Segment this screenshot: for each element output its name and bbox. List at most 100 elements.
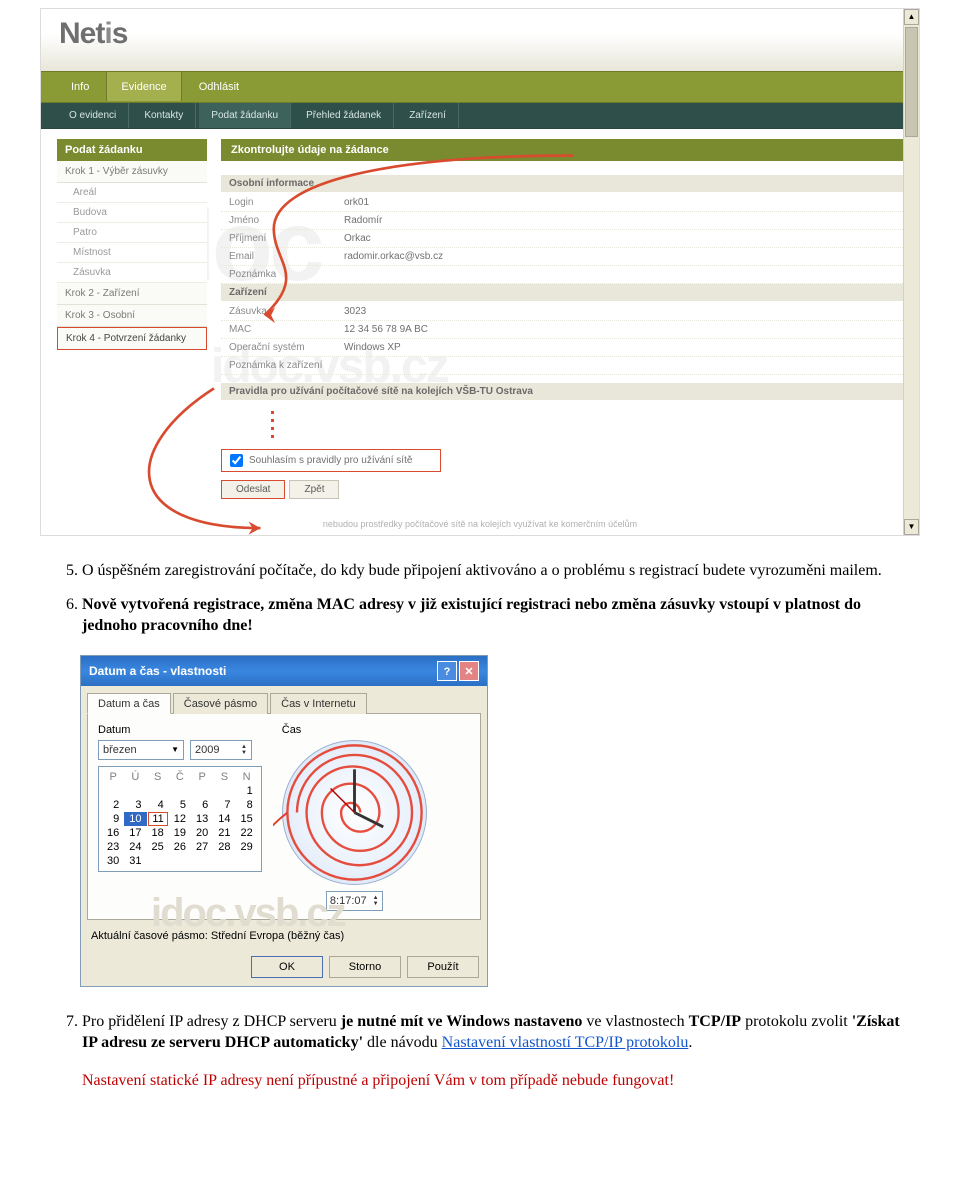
calendar-day[interactable]: 8 — [236, 798, 258, 812]
month-select[interactable]: březen ▼ — [98, 740, 184, 760]
group-time: Čas — [282, 724, 427, 911]
calendar-day[interactable]: 4 — [147, 798, 169, 812]
tab-info[interactable]: Info — [57, 72, 103, 101]
tab-evidence[interactable]: Evidence — [106, 72, 181, 101]
rules-title: Pravidla pro užívání počítačové sítě na … — [221, 383, 903, 400]
calendar-day[interactable]: 16 — [102, 826, 124, 840]
kv-email: Emailradomir.orkac@vsb.cz — [221, 248, 903, 266]
calendar-day[interactable]: 17 — [124, 826, 146, 840]
sidebar-sub-areal[interactable]: Areál — [57, 183, 207, 203]
kv-prijmeni: PříjmeníOrkac — [221, 230, 903, 248]
calendar-day[interactable] — [191, 784, 213, 798]
spinner-icon[interactable]: ▲▼ — [373, 895, 379, 907]
agree-checkbox[interactable] — [230, 454, 243, 467]
calendar-day[interactable] — [236, 854, 258, 868]
kv-poznamka: Poznámka — [221, 266, 903, 284]
calendar-day[interactable]: 28 — [213, 840, 235, 854]
subtab-zarizeni[interactable]: Zařízení — [397, 103, 459, 128]
kv-v: ork01 — [344, 197, 369, 208]
timezone-row: Aktuální časové pásmo: Střední Evropa (b… — [91, 930, 481, 942]
sidebar-sub-budova[interactable]: Budova — [57, 203, 207, 223]
doc-paragraphs-5-6: O úspěšném zaregistrování počítače, do k… — [60, 560, 900, 637]
calendar-day[interactable]: 19 — [169, 826, 191, 840]
calendar-day[interactable] — [147, 784, 169, 798]
calendar-day[interactable]: 21 — [213, 826, 235, 840]
sidebar-sub-mistnost[interactable]: Místnost — [57, 243, 207, 263]
calendar-day[interactable]: 30 — [102, 854, 124, 868]
help-button-icon[interactable]: ? — [437, 661, 457, 681]
sidebar-sub-patro[interactable]: Patro — [57, 223, 207, 243]
calendar-day[interactable]: 29 — [236, 840, 258, 854]
subtab-podat-zadanku[interactable]: Podat žádanku — [199, 103, 291, 128]
calendar-day[interactable]: 14 — [213, 812, 235, 826]
subtab-o-evidenci[interactable]: O evidenci — [57, 103, 129, 128]
calendar-day[interactable]: 7 — [213, 798, 235, 812]
sidebar: Podat žádanku Krok 1 - Výběr zásuvky Are… — [57, 139, 207, 499]
calendar-day[interactable] — [102, 784, 124, 798]
calendar-day[interactable]: 13 — [191, 812, 213, 826]
sidebar-step-2[interactable]: Krok 2 - Zařízení — [57, 283, 207, 305]
year-spinner[interactable]: 2009 ▲▼ — [190, 740, 252, 760]
agree-label: Souhlasím s pravidly pro užívání sítě — [249, 455, 412, 466]
ok-button[interactable]: OK — [251, 956, 323, 978]
sidebar-step-3[interactable]: Krok 3 - Osobní — [57, 305, 207, 327]
sidebar-step-1[interactable]: Krok 1 - Výběr zásuvky — [57, 161, 207, 183]
close-button-icon[interactable]: ✕ — [459, 661, 479, 681]
subtab-kontakty[interactable]: Kontakty — [132, 103, 196, 128]
calendar-day[interactable]: 27 — [191, 840, 213, 854]
kv-k: Operační systém — [229, 342, 344, 353]
calendar-day[interactable] — [169, 854, 191, 868]
dialog-titlebar[interactable]: Datum a čas - vlastnosti ? ✕ — [81, 656, 487, 686]
chevron-down-icon: ▼ — [171, 745, 179, 754]
sidebar-step-4-active[interactable]: Krok 4 - Potvrzení žádanky — [57, 327, 207, 350]
calendar-day[interactable]: 23 — [102, 840, 124, 854]
calendar-day[interactable]: 1 — [236, 784, 258, 798]
calendar-day[interactable]: 2 — [102, 798, 124, 812]
apply-button[interactable]: Použít — [407, 956, 479, 978]
tz-value: Střední Evropa (běžný čas) — [211, 930, 344, 942]
time-input[interactable]: 8:17:07 ▲▼ — [326, 891, 383, 911]
scroll-up-arrow-icon[interactable]: ▲ — [904, 9, 919, 25]
scroll-down-arrow-icon[interactable]: ▼ — [904, 519, 919, 535]
calendar-day[interactable]: 24 — [124, 840, 146, 854]
calendar-day[interactable]: 25 — [147, 840, 169, 854]
section-device-head: Zařízení — [221, 284, 903, 301]
calendar-day[interactable]: 6 — [191, 798, 213, 812]
calendar-day[interactable]: 9 — [102, 812, 124, 826]
calendar-day[interactable] — [191, 854, 213, 868]
calendar-day[interactable]: 18 — [147, 826, 169, 840]
calendar-day[interactable] — [213, 784, 235, 798]
tcpip-settings-link[interactable]: Nastavení vlastností TCP/IP protokolu — [442, 1034, 689, 1051]
kv-k: Email — [229, 251, 344, 262]
kv-k: Příjmení — [229, 233, 344, 244]
calendar[interactable]: PÚSČPSN123456789101112131415161718192021… — [98, 766, 262, 872]
submit-button[interactable]: Odeslat — [221, 480, 285, 499]
calendar-day[interactable]: 31 — [124, 854, 146, 868]
calendar-day[interactable] — [169, 784, 191, 798]
button-row: Odeslat Zpět — [221, 480, 903, 499]
tab-cas-v-internetu[interactable]: Čas v Internetu — [270, 693, 367, 714]
agree-row[interactable]: Souhlasím s pravidly pro užívání sítě — [221, 449, 441, 472]
kv-poznamka-zarizeni: Poznámka k zařízení — [221, 357, 903, 375]
calendar-day[interactable]: 12 — [169, 812, 191, 826]
calendar-day[interactable]: 11 — [147, 812, 169, 826]
calendar-day[interactable] — [124, 784, 146, 798]
calendar-day[interactable]: 15 — [236, 812, 258, 826]
subtab-prehled-zadanek[interactable]: Přehled žádanek — [294, 103, 394, 128]
calendar-day[interactable]: 26 — [169, 840, 191, 854]
calendar-day[interactable] — [147, 854, 169, 868]
calendar-day[interactable]: 5 — [169, 798, 191, 812]
scroll-thumb[interactable] — [905, 27, 918, 137]
calendar-day[interactable] — [213, 854, 235, 868]
spinner-icon[interactable]: ▲▼ — [241, 744, 247, 756]
calendar-day[interactable]: 3 — [124, 798, 146, 812]
calendar-day[interactable]: 20 — [191, 826, 213, 840]
tab-datum-a-cas[interactable]: Datum a čas — [87, 693, 171, 714]
calendar-day[interactable]: 22 — [236, 826, 258, 840]
calendar-day[interactable]: 10 — [124, 812, 146, 826]
cancel-button[interactable]: Storno — [329, 956, 401, 978]
tab-odhlasit[interactable]: Odhlásit — [185, 72, 253, 101]
sidebar-sub-zasuvka[interactable]: Zásuvka — [57, 263, 207, 283]
back-button[interactable]: Zpět — [289, 480, 339, 499]
tab-casove-pasmo[interactable]: Časové pásmo — [173, 693, 268, 714]
